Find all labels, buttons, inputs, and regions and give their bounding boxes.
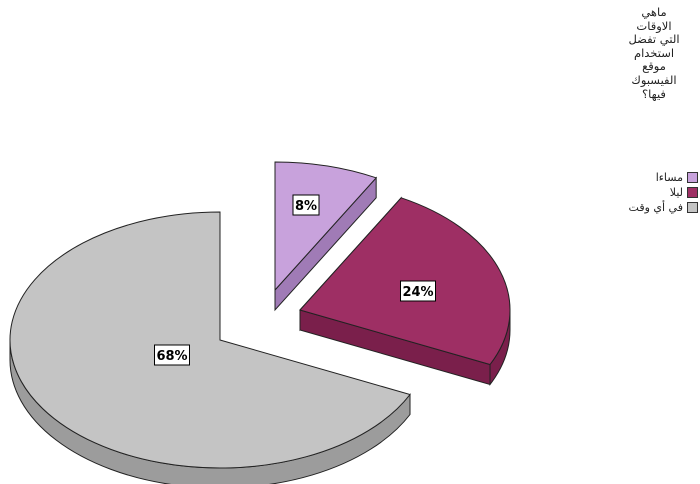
pie-chart: 8% 24% 68% [9,161,511,484]
legend-label: في أي وقت [628,201,683,214]
pie-slice [274,161,378,292]
legend-label: مساءا [655,171,683,184]
legend-title-line: فيها؟ [642,86,666,101]
legend-title-line: الفيسبوك [631,72,677,87]
legend-swatch [687,187,698,198]
legend-title-line: الاوقات [636,18,672,33]
legend-item: ليلا [606,185,698,200]
legend-swatch [687,172,698,183]
legend-item: في أي وقت [606,200,698,215]
data-label: 24% [400,280,436,302]
legend-title-line: موقع [642,59,666,74]
legend-title-line: ماهي [641,5,667,19]
pie-slice [9,211,411,469]
legend-label: ليلا [669,186,683,199]
legend-title: ماهي الاوقات التي تفضل استخدام موقع الفيسبوك ف… [610,5,698,101]
data-label: 68% [154,344,190,366]
legend-swatch [687,202,698,213]
svg-text:24%: 24% [402,285,433,300]
legend-item: مساءا [606,170,698,185]
data-label: 8% [292,194,320,216]
legend-title-line: التي تفضل [628,32,680,47]
legend-title-line: استخدام [633,45,675,60]
legend: مساءا ليلا في أي وقت [606,170,698,215]
svg-text:68%: 68% [156,349,187,364]
svg-text:8%: 8% [295,199,317,214]
